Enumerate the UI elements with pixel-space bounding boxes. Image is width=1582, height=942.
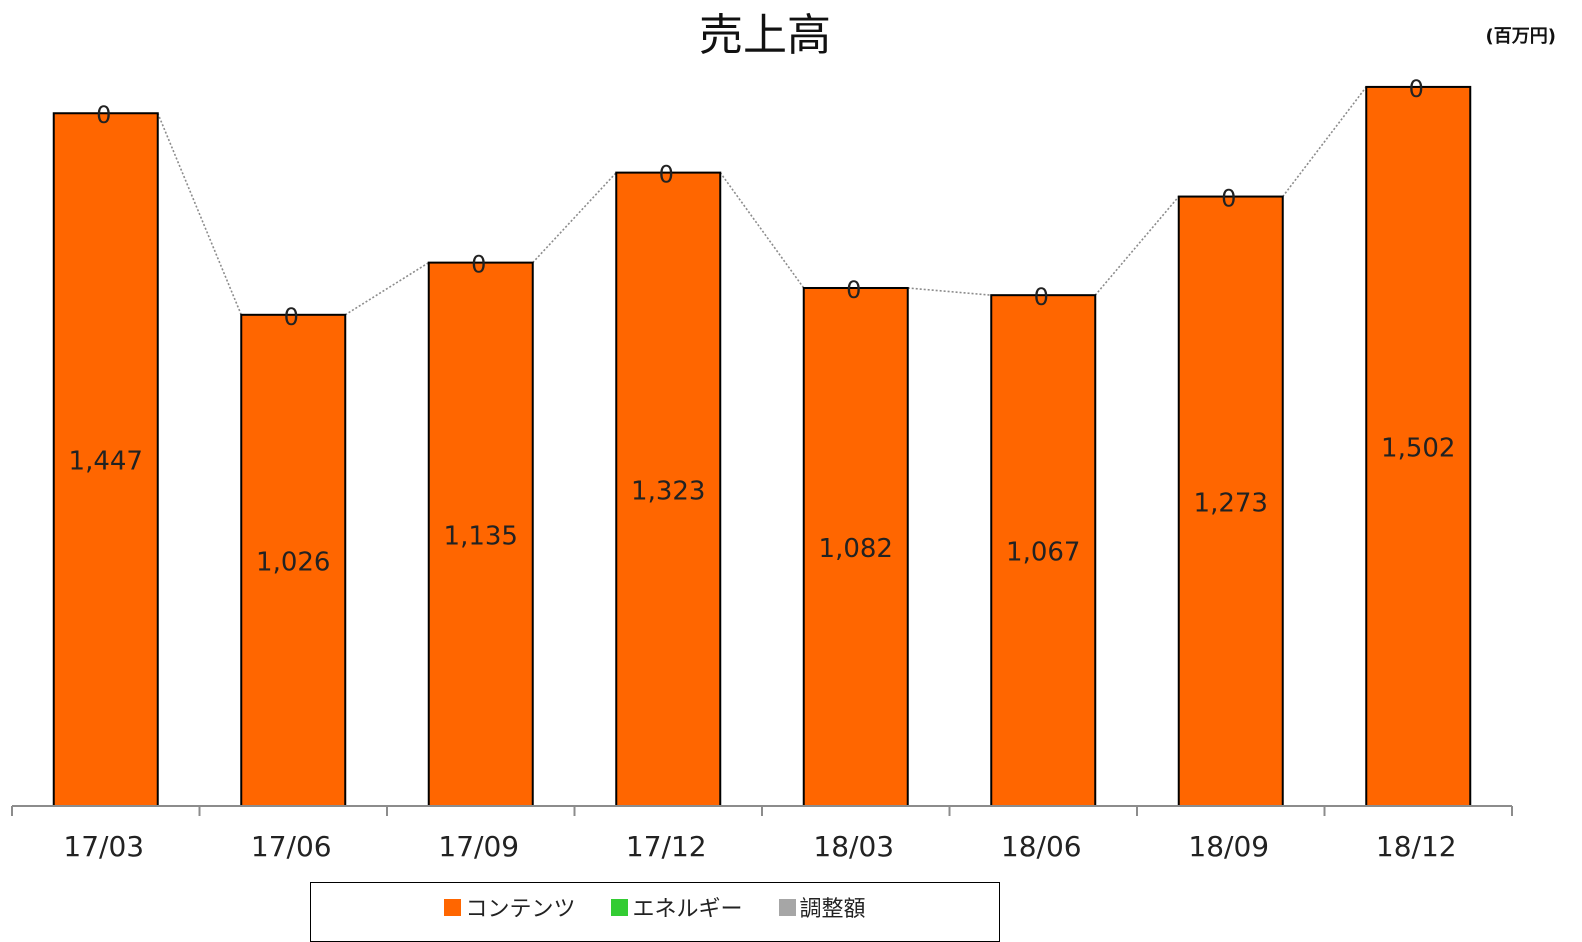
bar-17/06 [240,313,347,807]
value-label: 1,447 [69,447,143,477]
connector-line [157,112,242,316]
bar-17/09 [427,261,534,807]
connector-line [1094,196,1180,296]
value-label: 1,502 [1381,433,1455,463]
value-label: 1,273 [1194,488,1268,518]
labels: 1,447 0 17/03 1,026 0 17/06 1,135 0 17/09 1,323 0 1… [63,75,1456,863]
value-label: 1,026 [256,547,330,577]
connector-line [344,261,430,316]
x-tick-label: 17/12 [626,830,707,863]
total-label: 0 [471,251,486,279]
value-label: 1,323 [631,476,705,506]
value-label: 1,082 [819,534,893,564]
total-label: 0 [659,161,674,189]
x-tick-label: 18/09 [1188,830,1269,863]
bars [52,85,1472,808]
total-label: 0 [1409,75,1424,103]
unit-label: (百万円) [1486,26,1556,47]
x-tick-label: 17/03 [63,830,144,863]
legend-swatch [778,898,796,916]
connector-lines [157,86,1367,316]
legend-label: 調整額 [799,897,866,922]
value-label: 1,067 [1006,538,1080,568]
bar-18/03 [802,286,909,807]
x-axis [11,805,1513,816]
legend-item: コンテンツ [444,891,575,923]
value-label: 1,135 [444,521,518,551]
legend-item: 調整額 [778,891,866,923]
connector-line [1282,86,1367,198]
x-tick-label: 17/09 [438,830,519,863]
legend-swatch [611,898,629,916]
x-tick-label: 18/12 [1376,830,1457,863]
total-label: 0 [284,303,299,331]
total-label: 0 [96,101,111,129]
legend-label: エネルギー [632,897,743,922]
x-tick-label: 18/06 [1001,830,1082,863]
connector-line [907,287,992,296]
legend: コンテンツ エネルギー 調整額 [310,882,1000,942]
bar-17/12 [615,171,722,807]
total-label: 0 [1034,283,1049,311]
bar-18/09 [1177,195,1284,807]
legend-label: コンテンツ [465,897,576,922]
legend-swatch [444,898,462,916]
legend-item: エネルギー [611,891,743,923]
chart-title: 売上高 [699,10,831,61]
connector-line [532,172,617,264]
x-tick-label: 17/06 [251,830,332,863]
total-label: 0 [1221,185,1236,213]
x-tick-label: 18/03 [813,830,894,863]
total-label: 0 [846,276,861,304]
bar-17/03 [52,112,159,807]
connector-line [719,172,805,289]
